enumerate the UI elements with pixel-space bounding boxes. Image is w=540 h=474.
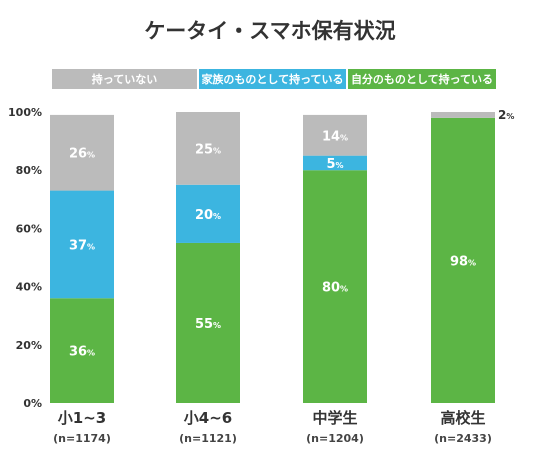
- bar-segment: [176, 242, 240, 403]
- y-tick-label: 100%: [8, 106, 42, 119]
- data-label: 80%: [322, 281, 348, 296]
- legend-swatch-0: [52, 69, 197, 89]
- bars: 36% 37% 26% 55% 20% 25% 80% 5% 14% 98% 2%: [50, 108, 514, 403]
- bar-segment: [431, 117, 495, 403]
- category-label: 小4~6: [184, 409, 232, 427]
- bar-segment: [303, 170, 367, 403]
- y-tick-label: 60%: [16, 222, 42, 235]
- category-label: 小1~3: [58, 409, 106, 427]
- sample-size-label: (n=1204): [306, 432, 364, 445]
- y-axis: 0% 20% 40% 60% 80% 100%: [8, 106, 42, 410]
- data-label: 5%: [326, 157, 343, 172]
- category-labels: 小1~3 (n=1174) 小4~6 (n=1121) 中学生 (n=1204) 高校生 (n…: [53, 409, 492, 445]
- chart-title: ケータイ・スマホ保有状況: [144, 19, 395, 43]
- data-label: 36%: [69, 345, 95, 360]
- data-label: 37%: [69, 238, 95, 253]
- sample-size-label: (n=1121): [179, 432, 237, 445]
- bar-segment: [176, 112, 240, 185]
- data-label: 20%: [195, 208, 221, 223]
- y-tick-label: 20%: [16, 339, 42, 352]
- bar-segment: [176, 184, 240, 243]
- sample-size-label: (n=2433): [434, 432, 492, 445]
- legend-label-1: 家族のものとして持っている: [201, 72, 343, 86]
- sample-size-label: (n=1174): [53, 432, 111, 445]
- data-label: 98%: [450, 254, 476, 269]
- legend-label-2: 自分のものとして持っている: [351, 72, 493, 86]
- bar-segment: [50, 190, 114, 299]
- category-label: 中学生: [312, 409, 357, 427]
- legend: 持っていない 家族のものとして持っている 自分のものとして持っている: [52, 69, 496, 89]
- legend-swatch-2: [348, 69, 496, 89]
- data-label: 2%: [498, 108, 514, 122]
- data-label: 14%: [322, 129, 348, 144]
- y-tick-label: 40%: [16, 281, 42, 294]
- y-tick-label: 80%: [16, 164, 42, 177]
- bar-segment: [50, 298, 114, 403]
- y-tick-label: 0%: [23, 397, 42, 410]
- data-label: 26%: [69, 147, 95, 162]
- bar-segment: [303, 114, 367, 156]
- legend-label-0: 持っていない: [92, 72, 157, 86]
- category-label: 高校生: [440, 409, 485, 427]
- bar-segment: [50, 114, 114, 191]
- data-label: 55%: [195, 317, 221, 332]
- bar-segment: [303, 155, 367, 171]
- legend-swatch-1: [199, 69, 346, 89]
- data-label: 25%: [195, 142, 221, 157]
- bar-segment: [431, 112, 495, 118]
